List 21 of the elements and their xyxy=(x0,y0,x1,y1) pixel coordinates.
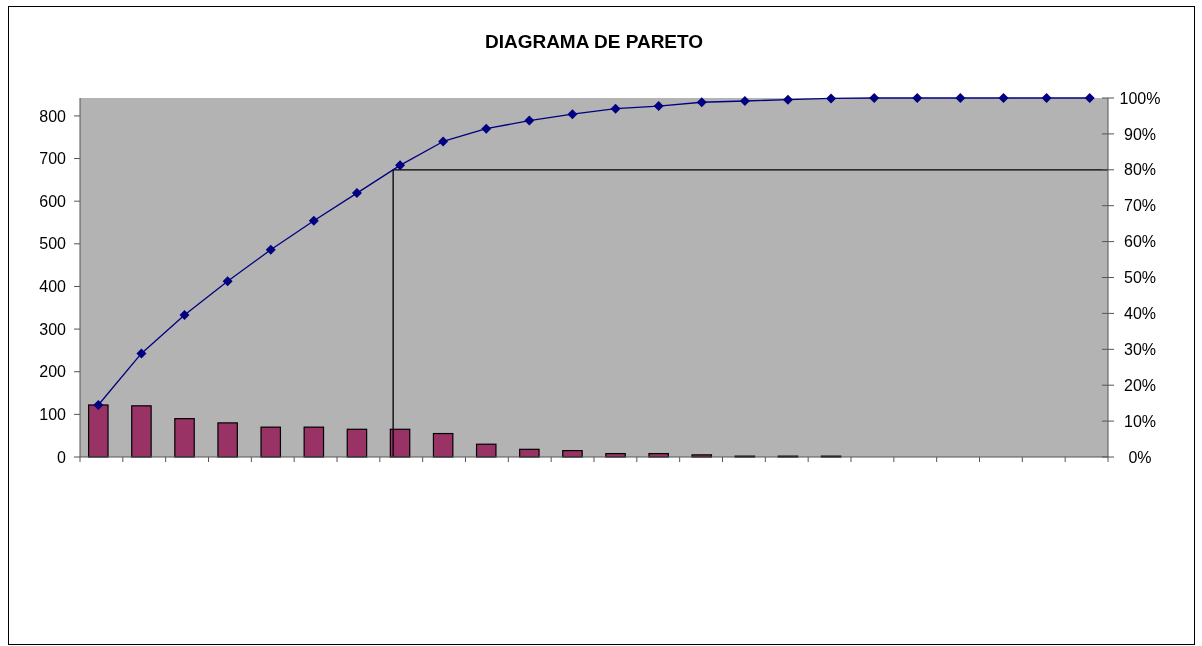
y-tick-label: 300 xyxy=(39,320,67,338)
y2-tick-label: 40% xyxy=(1123,305,1157,322)
y-tick-label: 500 xyxy=(39,235,67,253)
y2-tick-label: 30% xyxy=(1123,340,1157,358)
y-tick-label: 400 xyxy=(39,278,67,296)
y2-tick-label: 20% xyxy=(1123,376,1157,394)
y2-tick-label: 70% xyxy=(1123,197,1157,215)
y-tick-label: 200 xyxy=(39,363,67,381)
y-tick-label: 700 xyxy=(39,150,67,168)
y-tick-label: 0 xyxy=(57,448,67,466)
y2-tick-label: 100% xyxy=(1119,89,1161,107)
y2-tick-label: 60% xyxy=(1123,233,1157,251)
y2-tick-label: 0% xyxy=(1128,448,1152,466)
y2-tick-label: 10% xyxy=(1123,412,1157,430)
y-tick-label: 100 xyxy=(39,405,67,423)
chart-title: DIAGRAMA DE PARETO xyxy=(484,31,704,52)
y2-tick-label: 90% xyxy=(1123,125,1157,143)
y-tick-label: 800 xyxy=(39,107,67,125)
y-tick-label: 600 xyxy=(39,192,67,210)
y2-tick-label: 50% xyxy=(1123,269,1157,287)
y2-tick-label: 80% xyxy=(1123,161,1157,179)
